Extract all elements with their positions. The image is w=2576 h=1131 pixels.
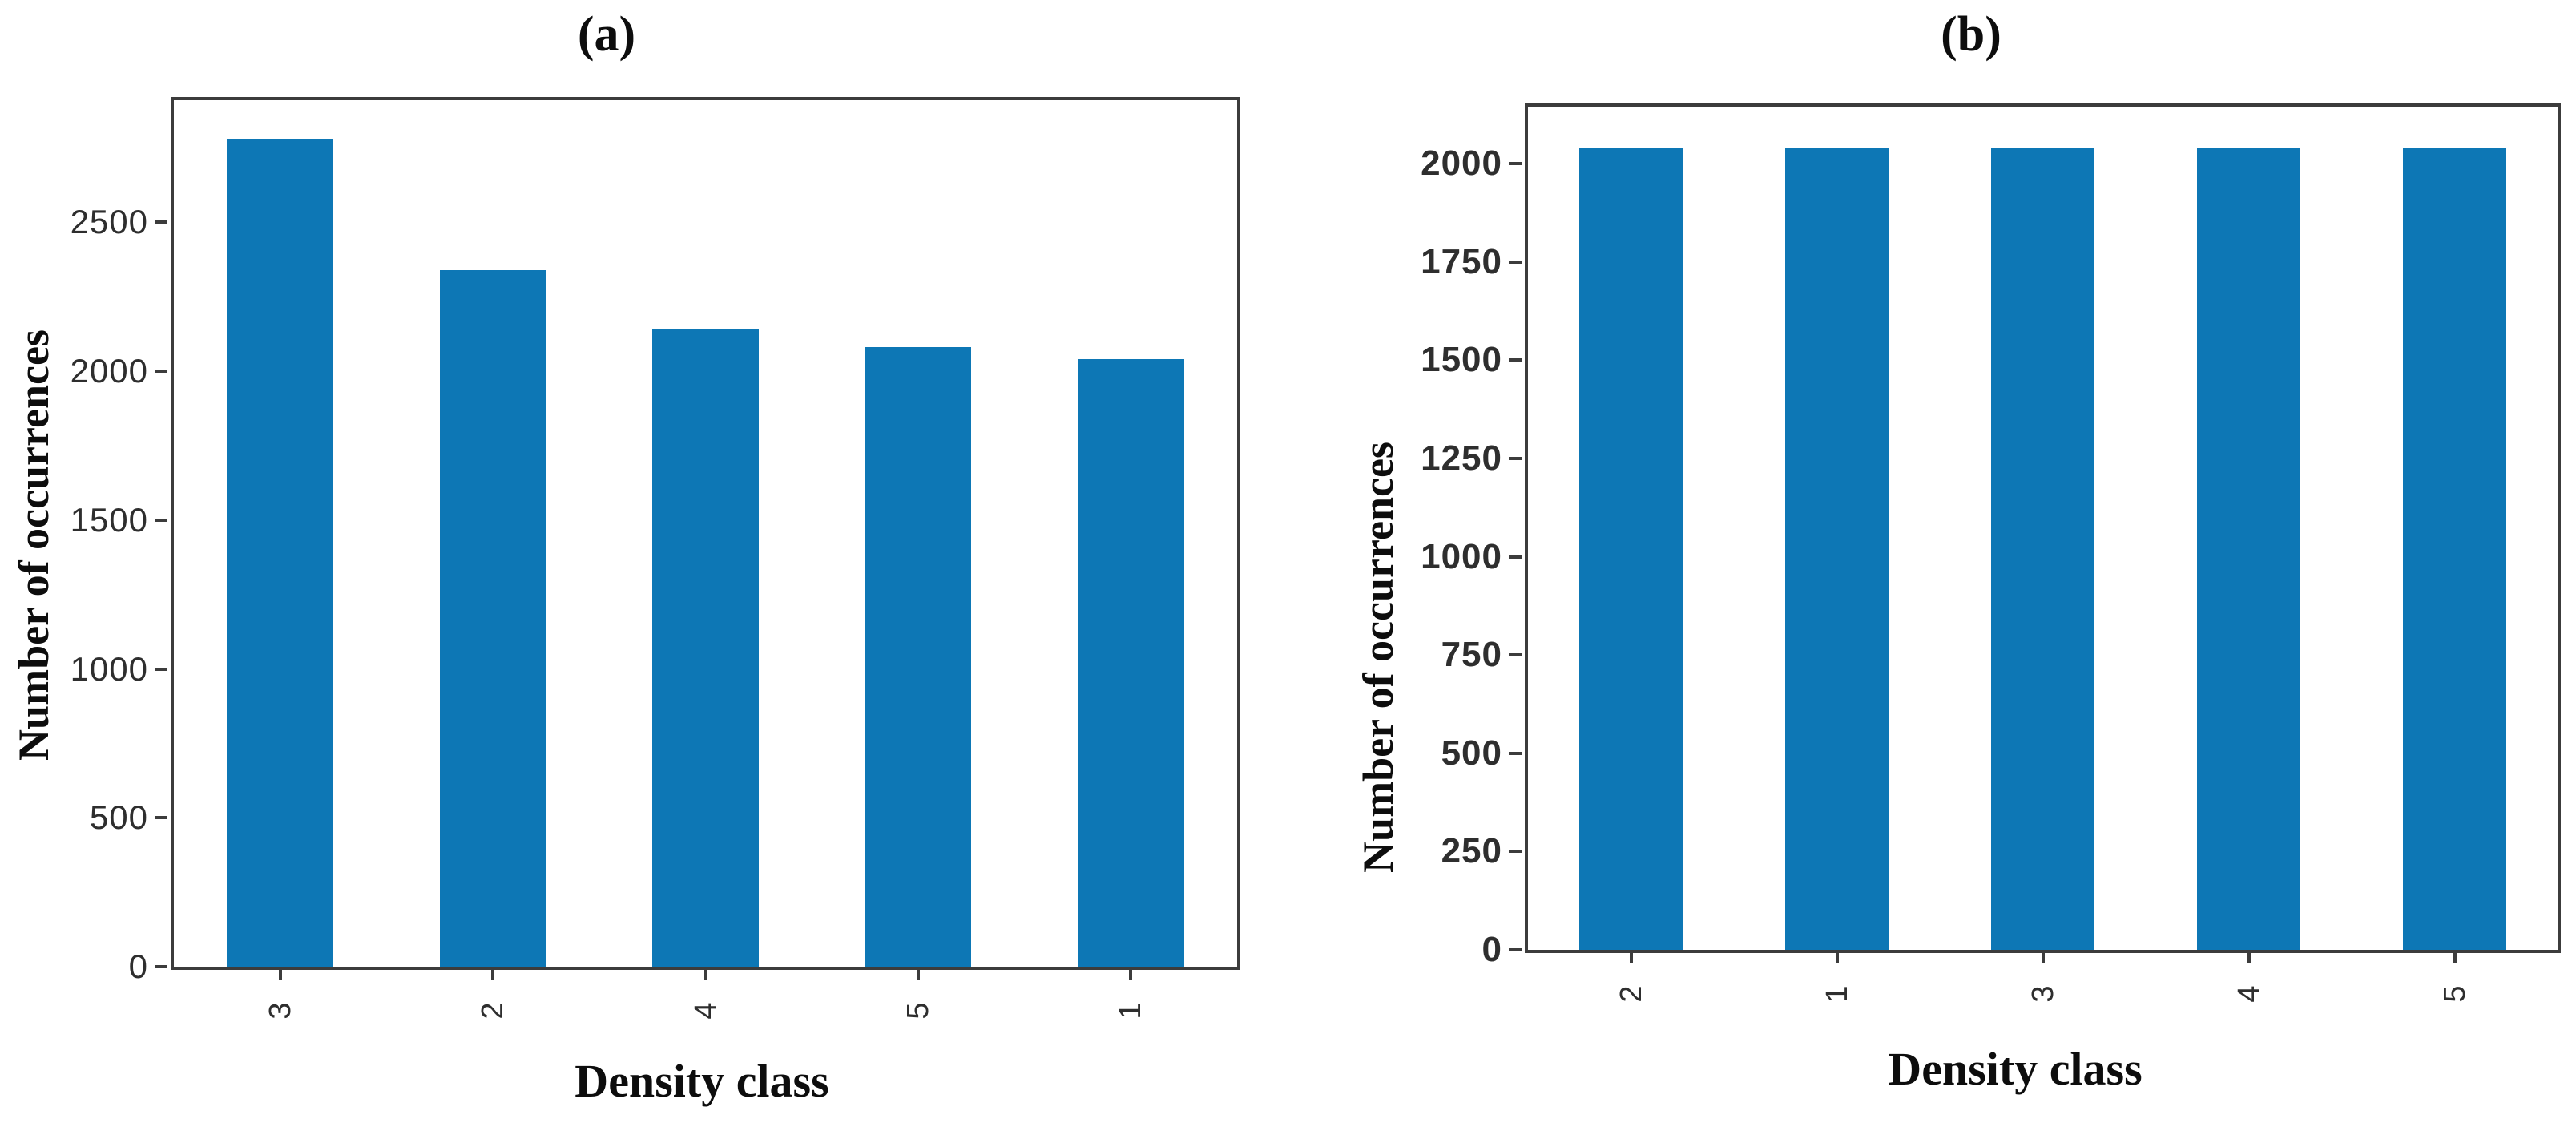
y-tick-label: 1750 — [1421, 241, 1502, 281]
y-tick-label: 500 — [1441, 733, 1502, 773]
x-tick-mark — [2453, 950, 2457, 963]
bar-class-4 — [2197, 147, 2300, 950]
y-tick-mark — [1509, 850, 1522, 854]
bar-class-1 — [1785, 147, 1889, 950]
x-tick-label: 2 — [476, 1002, 510, 1020]
y-tick-label: 1500 — [70, 500, 148, 539]
y-tick-mark — [1509, 555, 1522, 559]
x-tick-label: 1 — [1114, 1002, 1148, 1020]
y-tick-mark — [155, 220, 167, 224]
y-tick-mark — [155, 667, 167, 671]
x-tick-label: 3 — [263, 1002, 297, 1020]
bar-class-4 — [652, 329, 759, 967]
x-tick-label: 4 — [2231, 985, 2266, 1003]
panel-a-title: (a) — [577, 7, 636, 62]
panel-a-x-axis-label: Density class — [574, 1055, 829, 1107]
y-tick-mark — [155, 816, 167, 820]
x-tick-mark — [916, 967, 920, 980]
y-tick-label: 1000 — [70, 649, 148, 688]
x-tick-mark — [1129, 967, 1133, 980]
y-tick-mark — [1509, 162, 1522, 166]
x-tick-mark — [491, 967, 495, 980]
y-tick-label: 1250 — [1421, 438, 1502, 478]
bar-class-2 — [439, 269, 546, 967]
y-tick-label: 500 — [89, 798, 148, 837]
bar-class-2 — [1579, 147, 1683, 950]
panel-b-plot-area: 0 250 500 750 1000 1250 1500 1750 2000 2 1 3 4 5 — [1421, 103, 2561, 1003]
y-tick-label: 2000 — [70, 352, 148, 390]
x-tick-label: 5 — [901, 1002, 935, 1020]
x-tick-label: 3 — [2026, 985, 2060, 1003]
bar-class-3 — [1991, 147, 2094, 950]
bar-class-5 — [2403, 147, 2506, 950]
bar-class-3 — [227, 139, 334, 967]
y-tick-mark — [1509, 358, 1522, 362]
y-tick-mark — [155, 965, 167, 968]
y-tick-mark — [155, 518, 167, 522]
y-tick-label: 0 — [128, 947, 148, 985]
y-tick-label: 1500 — [1421, 340, 1502, 380]
y-tick-label: 2500 — [70, 203, 148, 241]
y-tick-label: 2000 — [1421, 143, 1502, 184]
y-tick-label: 0 — [1482, 930, 1502, 969]
y-tick-label: 1000 — [1421, 536, 1502, 576]
panel-b-x-axis-label: Density class — [1888, 1043, 2143, 1095]
panel-a-y-axis-label: Number of occurrences — [10, 329, 58, 761]
x-tick-label: 4 — [688, 1002, 723, 1020]
y-tick-label: 250 — [1441, 831, 1502, 871]
y-tick-mark — [1509, 260, 1522, 264]
y-tick-mark — [1509, 456, 1522, 460]
y-tick-label: 750 — [1441, 635, 1502, 675]
y-tick-mark — [155, 370, 167, 374]
y-tick-mark — [1509, 751, 1522, 755]
y-tick-mark — [1509, 948, 1522, 951]
x-tick-mark — [2041, 950, 2045, 963]
y-tick-mark — [1509, 653, 1522, 657]
x-tick-mark — [1629, 950, 1633, 963]
panel-b-y-axis-label: Number of occurrences — [1354, 442, 1402, 873]
x-tick-mark — [1835, 950, 1839, 963]
panel-b-title: (b) — [1941, 7, 2002, 62]
bar-class-5 — [865, 347, 972, 967]
x-tick-label: 1 — [1820, 985, 1854, 1003]
x-tick-mark — [278, 967, 282, 980]
x-tick-label: 5 — [2437, 985, 2472, 1003]
bar-class-1 — [1077, 359, 1184, 967]
x-tick-mark — [703, 967, 707, 980]
x-tick-mark — [2247, 950, 2251, 963]
panel-a-plot-area: 0 500 1000 1500 2000 2500 3 2 4 5 1 — [71, 97, 1240, 1020]
x-tick-label: 2 — [1614, 985, 1648, 1003]
